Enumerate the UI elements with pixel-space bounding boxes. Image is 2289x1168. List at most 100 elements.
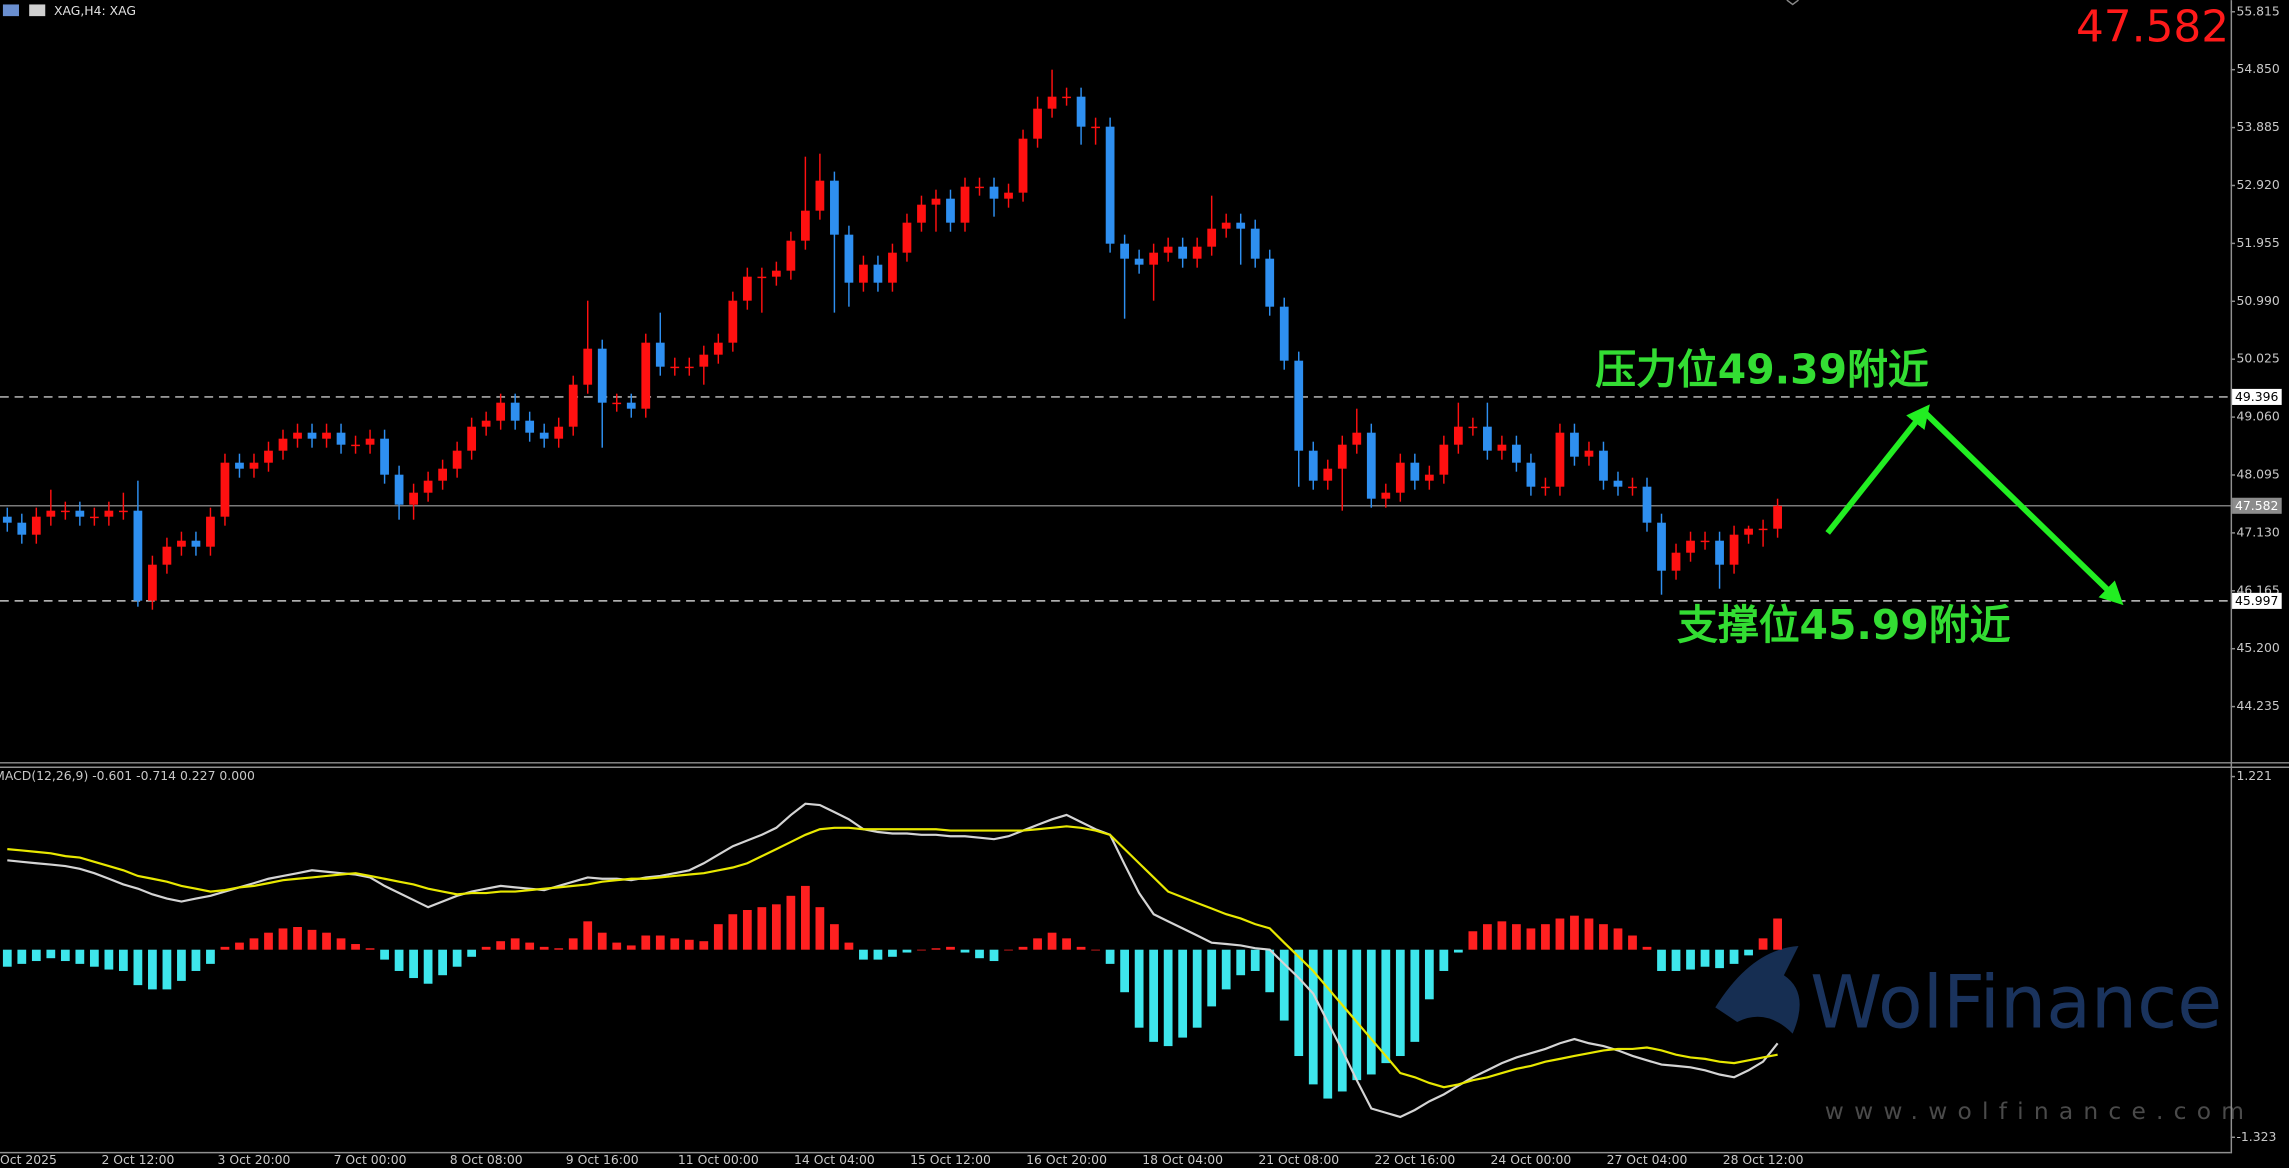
indicator-label: MACD(12,26,9) -0.601 -0.714 0.227 0.000 [0, 768, 255, 783]
candle-body [60, 510, 70, 513]
histogram-bar [989, 949, 999, 962]
y-tick-label: 55.815 [2236, 3, 2279, 18]
y-tick-label: 53.885 [2236, 119, 2279, 134]
candle-body [1715, 540, 1724, 565]
histogram-bar [75, 949, 85, 964]
candle-body [1541, 486, 1550, 489]
histogram-bar [249, 938, 259, 950]
annotation: 支撑位45.99附近 [1677, 601, 2011, 649]
candle-body [670, 366, 680, 369]
candle-body [1250, 228, 1260, 259]
candle-body [728, 300, 738, 343]
histogram-bar [1352, 949, 1362, 1081]
candle-body [830, 180, 839, 235]
candle-body [1120, 243, 1129, 259]
candle-body [1381, 492, 1391, 499]
x-tick-label: 16 Oct 20:00 [1026, 1152, 1107, 1167]
histogram-bar [104, 949, 114, 970]
histogram-bar [1192, 949, 1202, 1028]
x-tick-label: 27 Oct 04:00 [1607, 1152, 1688, 1167]
candle-body [496, 402, 506, 421]
histogram-bar [235, 942, 244, 950]
histogram-bar [1410, 949, 1420, 1042]
x-tick-label: 18 Oct 04:00 [1142, 1152, 1223, 1167]
histogram-bar [1613, 928, 1623, 950]
indicator-line [7, 802, 1779, 1119]
histogram-bar [815, 907, 825, 950]
candle-body [539, 432, 549, 439]
histogram-bar [830, 924, 839, 950]
forecast-arrow [1922, 409, 2124, 606]
histogram-bar [1773, 918, 1782, 950]
icon [29, 4, 46, 17]
candle-body [1337, 444, 1347, 469]
price-level-box [2232, 497, 2282, 514]
candle-body [1671, 552, 1681, 571]
histogram-bar [1120, 949, 1129, 993]
icon [1786, 0, 1799, 6]
candle-body [104, 510, 114, 517]
annotation: 压力位49.39附近 [1595, 345, 1929, 393]
histogram-bar [641, 935, 651, 950]
candle-body [191, 540, 201, 547]
candle-body [1076, 96, 1086, 127]
candle-body [1584, 450, 1594, 457]
x-tick-label: 11 Oct 00:00 [678, 1152, 759, 1167]
candle-body [699, 354, 709, 367]
candle-body [481, 420, 491, 427]
histogram-bar [597, 932, 607, 950]
histogram-bar [336, 938, 346, 950]
histogram-bar [264, 932, 273, 950]
histogram-bar [1047, 932, 1057, 950]
candle-body [162, 546, 172, 565]
histogram-bar [713, 924, 723, 950]
histogram-bar [844, 942, 854, 950]
histogram-bar [626, 945, 636, 950]
y-tick-label: 54.850 [2236, 61, 2279, 76]
x-tick-label: 21 Oct 08:00 [1258, 1152, 1339, 1167]
candle-body [1033, 108, 1042, 139]
histogram-bar [1468, 931, 1478, 950]
histogram-bar [1758, 938, 1768, 950]
histogram-bar [89, 949, 99, 967]
candle-body [206, 516, 215, 547]
candle-body [1570, 432, 1579, 457]
candle-body [1018, 138, 1028, 193]
x-tick-label: 22 Oct 16:00 [1374, 1152, 1455, 1167]
candle-body [554, 426, 564, 439]
histogram-bar [1555, 918, 1565, 950]
candle-body [351, 444, 360, 447]
histogram-bar [17, 949, 27, 964]
histogram-bar [1279, 949, 1289, 1021]
histogram-bar [655, 935, 665, 950]
histogram-bar [1062, 938, 1071, 950]
candle-body [423, 480, 433, 493]
histogram-bar [612, 942, 622, 950]
histogram-bar [1337, 949, 1347, 1092]
histogram-bar [1584, 918, 1594, 950]
candle-body [1279, 306, 1289, 361]
candle-body [859, 264, 868, 283]
candle-body [1468, 426, 1478, 429]
candle-body [917, 204, 926, 223]
y-tick-label: 50.025 [2236, 351, 2279, 366]
candle-body [293, 432, 302, 439]
histogram-bar [1149, 949, 1159, 1042]
watermark: WolFinance www.wolfinance.com [1715, 946, 2244, 1125]
candle-body [1207, 228, 1217, 247]
histogram-bar [510, 938, 520, 950]
candle-body [336, 432, 346, 445]
histogram-bar [742, 909, 752, 950]
candle-body [510, 402, 520, 421]
histogram-bar [1526, 928, 1536, 950]
histogram-bar [46, 949, 56, 959]
x-tick-label: 9 Oct 16:00 [566, 1152, 639, 1167]
histogram-bar [119, 949, 128, 971]
histogram-bar [1729, 949, 1739, 964]
y-tick-label: 44.235 [2236, 698, 2279, 713]
histogram-bar [583, 921, 593, 950]
candle-body [264, 450, 273, 463]
candle-body [1700, 540, 1710, 543]
histogram-bar [801, 885, 810, 950]
price-level-label: 47.582 [2235, 498, 2278, 513]
